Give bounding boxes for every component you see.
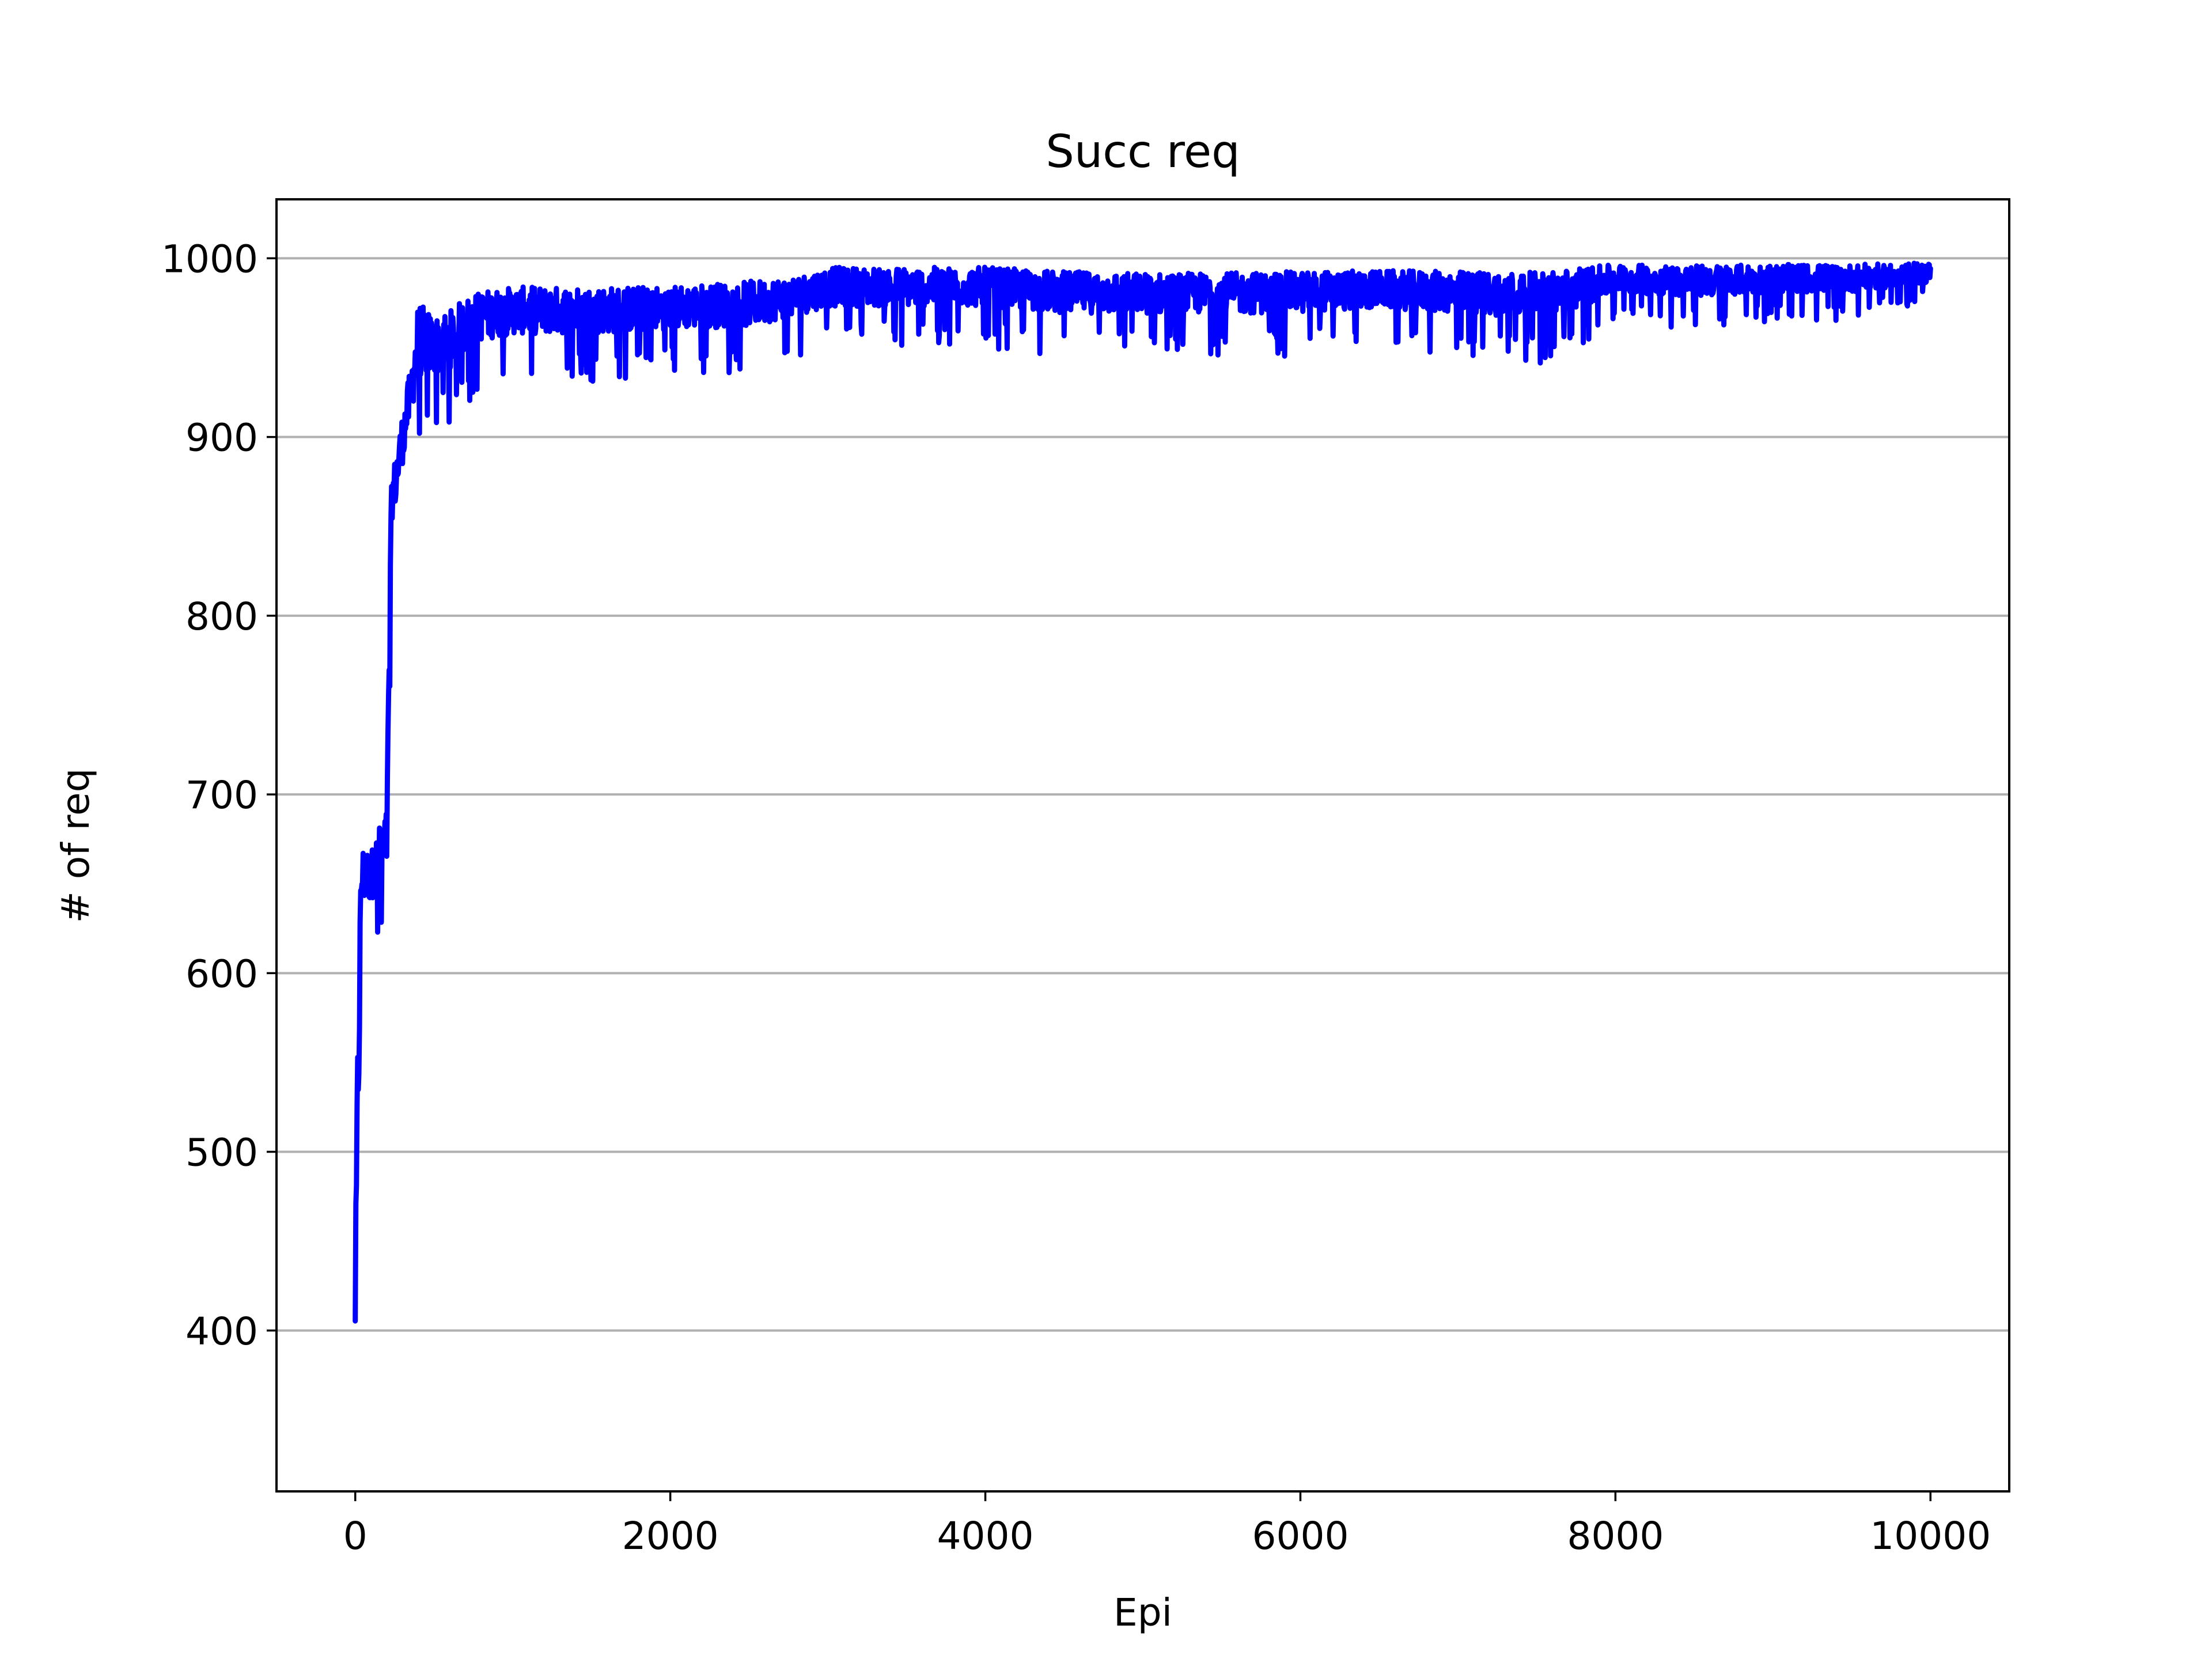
x-tick-label: 2000	[622, 1514, 719, 1558]
gridlines	[276, 257, 2009, 1332]
y-axis-label: # of req	[54, 768, 98, 923]
y-tick-label: 700	[185, 773, 258, 817]
chart-title: Succ req	[1046, 126, 1240, 178]
x-axis-label: Epi	[1113, 1590, 1172, 1635]
y-tick-label: 400	[185, 1309, 258, 1354]
y-tick-label: 800	[185, 594, 258, 639]
x-tick-label: 0	[343, 1514, 368, 1558]
series-layer	[353, 260, 1933, 1324]
plot-frame	[275, 198, 2010, 1493]
y-tick-label: 600	[185, 952, 258, 996]
y-tick-label: 1000	[161, 237, 258, 281]
y-tick-label: 900	[185, 416, 258, 460]
series-line-0	[353, 260, 1933, 1324]
x-tick-label: 10000	[1870, 1514, 1991, 1558]
x-tick-label: 6000	[1252, 1514, 1349, 1558]
x-tick-label: 8000	[1567, 1514, 1664, 1558]
x-tick-label: 4000	[937, 1514, 1034, 1558]
y-tick-label: 500	[185, 1131, 258, 1175]
